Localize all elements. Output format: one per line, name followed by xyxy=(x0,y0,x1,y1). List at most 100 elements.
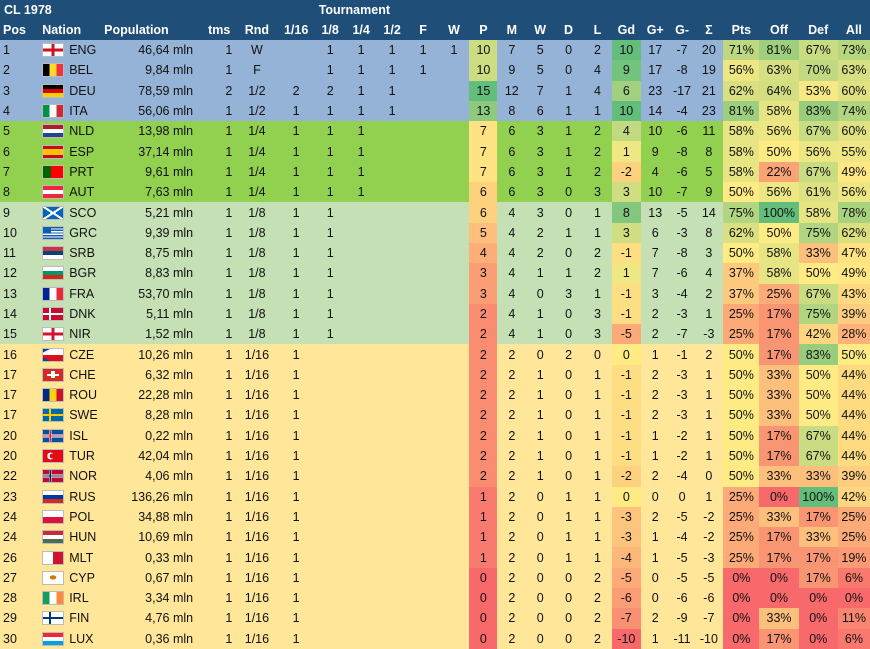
nation-cell: BEL xyxy=(39,60,101,80)
table-row: 5 NLD 13,98 mln 1 1/4 1 1 1 7 6 3 1 2 4 10 -6 11 58% 56% 67… xyxy=(0,121,870,142)
flag-icon xyxy=(42,469,65,484)
points-cell: 4 xyxy=(469,242,498,264)
tournament-round-cell xyxy=(377,263,408,283)
losses-cell: 0 xyxy=(593,347,601,362)
draws-cell: 0 xyxy=(565,43,573,58)
all-pct-cell: 74% xyxy=(837,100,870,122)
pts-pct-cell: 50% xyxy=(723,242,760,264)
tournament-round-cell xyxy=(439,385,470,405)
tournament-round-cell xyxy=(315,446,346,466)
sum-cell: 0 xyxy=(705,469,713,484)
tournament-round-cell xyxy=(377,405,408,425)
population-cell: 7,63 mln xyxy=(145,185,194,200)
flag-icon xyxy=(42,611,65,626)
tournament-round-cell xyxy=(377,344,408,364)
sum-cell: 21 xyxy=(701,83,716,98)
def-pct-cell: 100% xyxy=(798,486,838,507)
draws-cell: 1 xyxy=(565,530,573,545)
nation-code: BGR xyxy=(69,266,97,281)
column-header: Gd xyxy=(611,20,641,40)
tournament-round-cell xyxy=(439,121,470,141)
goal-diff-cell: -2 xyxy=(611,466,641,487)
pts-pct-cell: 50% xyxy=(723,445,760,467)
round-cell: 1/16 xyxy=(244,509,270,524)
tournament-round-cell: 1 xyxy=(357,104,365,119)
all-pct-cell: 28% xyxy=(837,324,870,345)
tournament-round-cell xyxy=(439,405,470,425)
tournament-round-cell xyxy=(439,223,470,243)
goal-diff-cell: 3 xyxy=(611,182,641,203)
tournament-round-cell: 1 xyxy=(292,246,300,261)
off-pct-cell: 63% xyxy=(759,60,799,81)
points-cell: 2 xyxy=(469,466,498,487)
points-cell: 2 xyxy=(469,324,498,345)
all-pct-cell: 73% xyxy=(837,40,870,61)
goal-diff-cell: 8 xyxy=(611,202,641,223)
tournament-round-cell xyxy=(346,487,377,507)
pts-pct-cell: 37% xyxy=(723,263,760,284)
round-cell: 1/16 xyxy=(244,611,270,626)
pos-cell: 1 xyxy=(3,43,10,58)
matches-cell: 4 xyxy=(508,307,516,321)
column-header: F xyxy=(407,20,439,40)
draws-cell: 0 xyxy=(565,611,573,626)
losses-cell: 1 xyxy=(593,286,601,301)
points-cell: 1 xyxy=(469,527,498,548)
all-pct-cell: 44% xyxy=(837,445,870,467)
flag-icon xyxy=(42,408,65,423)
population-cell: 5,11 mln xyxy=(146,307,194,321)
tournament-round-cell xyxy=(377,202,408,222)
pos-cell: 8 xyxy=(3,185,10,200)
teams-cell: 1 xyxy=(225,591,233,606)
pos-cell: 13 xyxy=(3,286,17,301)
matches-cell: 2 xyxy=(508,570,516,585)
pos-cell: 17 xyxy=(3,408,17,423)
pts-pct-cell: 81% xyxy=(723,100,760,122)
pts-pct-cell: 25% xyxy=(723,506,760,528)
goal-diff-cell: 1 xyxy=(611,263,641,284)
wins-cell: 1 xyxy=(536,449,544,464)
population-cell: 13,98 mln xyxy=(138,124,194,139)
pos-cell: 23 xyxy=(3,489,17,504)
tournament-round-cell xyxy=(439,202,470,222)
population-cell: 8,28 mln xyxy=(145,408,194,423)
nation-code: BEL xyxy=(69,63,93,78)
goals-against-cell: -7 xyxy=(676,327,688,342)
table-row: 24 POL 34,88 mln 1 1/16 1 1 2 0 1 1 -3 2 -5 -2 25% 33% 17… xyxy=(0,506,870,528)
sum-cell: -10 xyxy=(699,631,718,646)
flag-icon xyxy=(42,631,65,646)
pts-pct-cell: 50% xyxy=(723,425,760,446)
points-cell: 0 xyxy=(469,628,498,649)
flag-icon xyxy=(42,550,65,565)
tournament-round-cell xyxy=(346,507,377,527)
goals-against-cell: -2 xyxy=(676,449,688,464)
wins-cell: 0 xyxy=(536,489,544,504)
goal-diff-cell: 3 xyxy=(611,222,641,243)
round-cell: 1/16 xyxy=(244,530,270,545)
tournament-round-cell xyxy=(439,527,470,547)
tournament-round-cell xyxy=(408,284,439,304)
tournament-round-cell: 1 xyxy=(292,489,300,504)
pos-cell: 22 xyxy=(3,469,17,484)
sum-cell: 5 xyxy=(705,164,713,179)
tournament-round-cell xyxy=(377,547,408,567)
round-cell: 1/4 xyxy=(248,185,266,200)
nation-code: ROU xyxy=(69,388,97,403)
tournament-round-cell xyxy=(346,466,377,486)
matches-cell: 2 xyxy=(508,428,516,443)
tournament-round-cell xyxy=(346,263,377,283)
pos-cell: 27 xyxy=(3,570,17,585)
losses-cell: 2 xyxy=(593,144,601,159)
sum-cell: 1 xyxy=(705,449,713,464)
goals-against-cell: -3 xyxy=(676,307,688,321)
off-pct-cell: 58% xyxy=(759,242,799,264)
draws-cell: 2 xyxy=(565,347,573,362)
wins-cell: 1 xyxy=(536,388,544,403)
nation-code: ISL xyxy=(69,428,88,443)
population-cell: 37,14 mln xyxy=(138,144,194,159)
nation-cell: FIN xyxy=(39,608,101,628)
population-cell: 8,75 mln xyxy=(145,246,194,261)
column-header: Nation xyxy=(39,20,102,40)
tournament-round-cell xyxy=(439,568,470,588)
